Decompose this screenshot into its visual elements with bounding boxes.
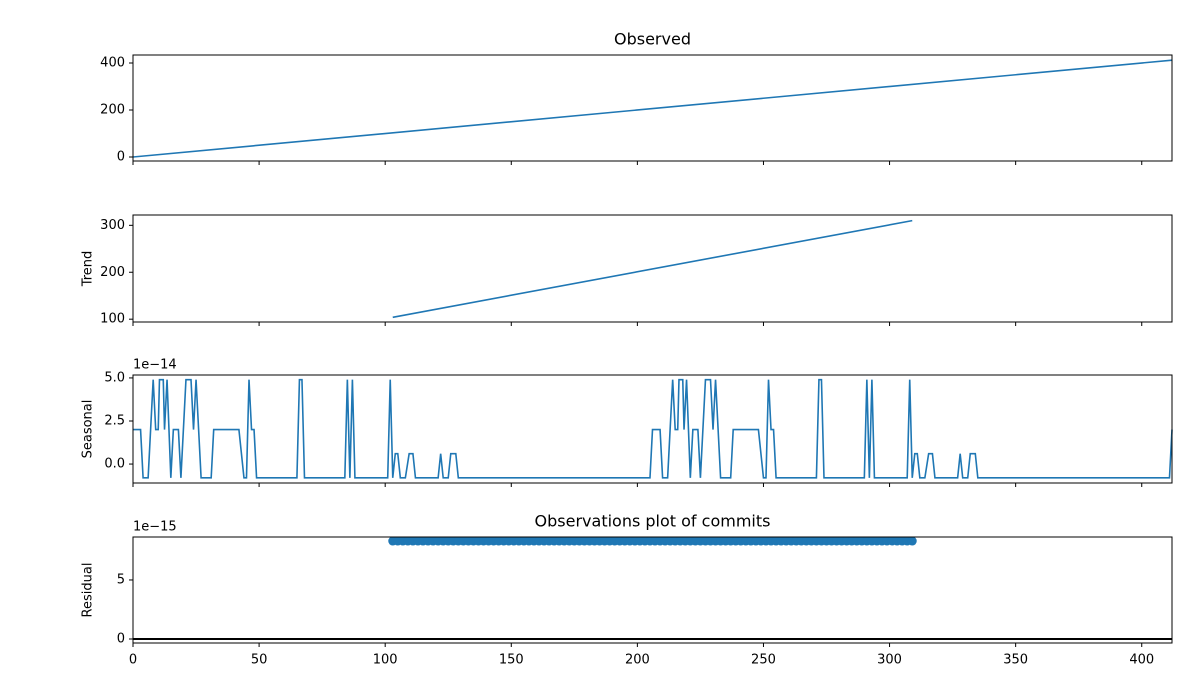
x-tick-label: 100 [373, 653, 398, 668]
y-axis-label: Seasonal [81, 400, 96, 459]
subplot-title: Observed [614, 30, 691, 49]
y-tick-label: 2.5 [104, 413, 125, 428]
point [907, 536, 917, 546]
x-tick-label: 250 [751, 653, 776, 668]
axes-frame [132, 54, 1173, 162]
y-axis-label: Trend [81, 251, 96, 288]
y-tick-label: 100 [100, 312, 125, 327]
y-tick-label: 5 [117, 572, 125, 587]
y-tick-label: 0.0 [104, 457, 125, 472]
axis-offset: 1e−14 [133, 358, 177, 373]
axes-frame [132, 374, 1173, 484]
x-tick-label: 0 [129, 653, 137, 668]
y-tick-label: 200 [100, 102, 125, 117]
x-tick-label: 400 [1129, 653, 1154, 668]
x-tick-label: 200 [625, 653, 650, 668]
series-line [133, 378, 1173, 479]
y-axis-label: Residual [81, 563, 96, 618]
y-tick-label: 5.0 [104, 370, 125, 385]
subplot-title: Observations plot of commits [535, 512, 771, 531]
x-tick-label: 350 [1003, 653, 1028, 668]
y-tick-label: 0 [117, 150, 125, 165]
y-tick-label: 400 [100, 55, 125, 70]
series-line [132, 59, 1173, 158]
axes-frame [132, 536, 1173, 644]
x-tick-label: 300 [877, 653, 902, 668]
series-line [392, 219, 913, 319]
y-tick-label: 300 [100, 218, 125, 233]
axis-offset: 1e−15 [133, 520, 177, 535]
x-tick-label: 150 [499, 653, 524, 668]
y-tick-label: 200 [100, 265, 125, 280]
y-tick-label: 0 [117, 631, 125, 646]
x-tick-label: 50 [251, 653, 268, 668]
axes-frame [132, 214, 1173, 323]
